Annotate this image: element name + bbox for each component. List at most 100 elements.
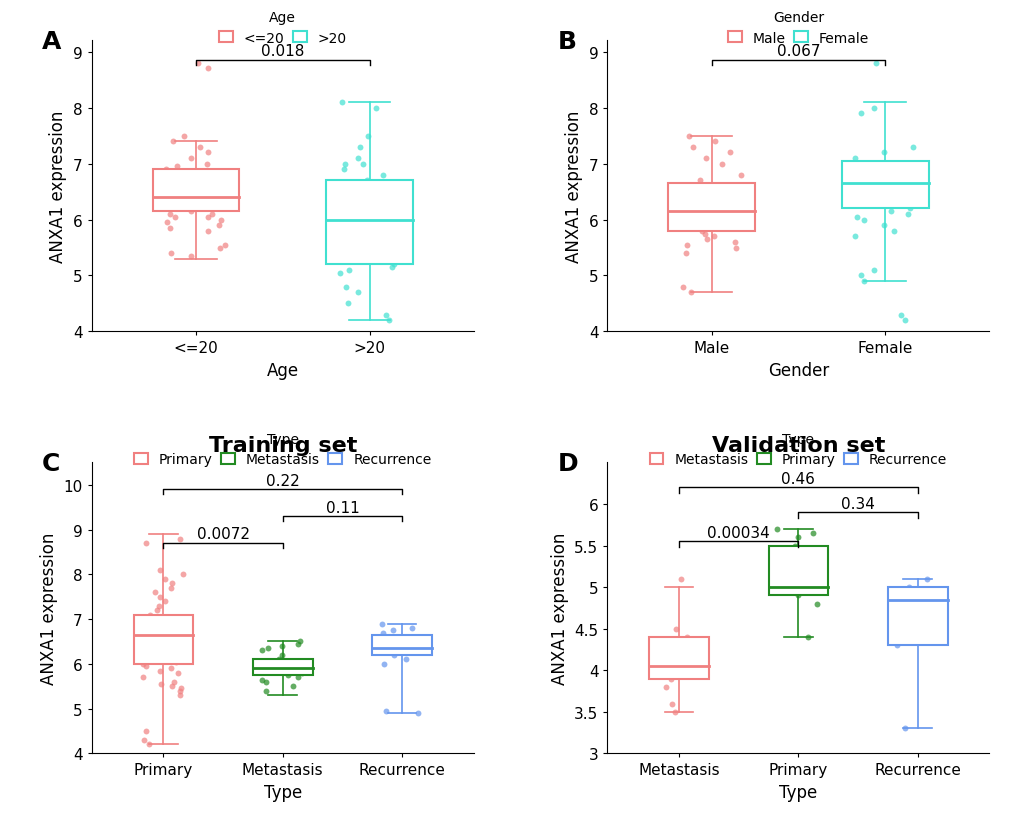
Point <box>156 203 172 216</box>
Point <box>808 597 824 610</box>
Point <box>721 147 738 160</box>
Point <box>677 248 693 261</box>
Point <box>373 617 389 630</box>
Point <box>271 653 287 667</box>
Point <box>149 604 165 617</box>
Point <box>898 185 914 199</box>
Point <box>163 248 179 261</box>
Point <box>337 158 354 171</box>
Point <box>355 158 371 171</box>
Point <box>211 219 227 233</box>
Point <box>684 141 700 154</box>
Point <box>377 309 393 322</box>
Point <box>805 527 821 540</box>
Point <box>732 169 748 182</box>
Point <box>360 130 376 143</box>
Point <box>176 617 193 630</box>
FancyBboxPatch shape <box>648 638 708 679</box>
Point <box>882 205 899 219</box>
Point <box>258 676 274 689</box>
Point <box>182 197 199 210</box>
Point <box>158 163 174 176</box>
Y-axis label: ANXA1 expression: ANXA1 expression <box>49 111 67 262</box>
Point <box>890 183 906 196</box>
FancyBboxPatch shape <box>768 546 827 595</box>
Point <box>199 211 215 224</box>
FancyBboxPatch shape <box>133 615 193 664</box>
Point <box>367 102 383 115</box>
Point <box>175 568 192 581</box>
Point <box>280 668 297 681</box>
Point <box>356 197 372 210</box>
Point <box>665 705 682 719</box>
Point <box>893 309 909 322</box>
Point <box>889 639 905 652</box>
Point <box>333 96 350 109</box>
X-axis label: Gender: Gender <box>767 362 828 379</box>
Text: 0.11: 0.11 <box>325 500 359 515</box>
Point <box>852 270 868 283</box>
Point <box>397 653 414 667</box>
Point <box>171 653 187 667</box>
Point <box>856 175 872 188</box>
Point <box>693 225 709 238</box>
Point <box>175 191 192 205</box>
Point <box>680 664 696 677</box>
Point <box>698 203 714 216</box>
Point <box>359 175 375 188</box>
Point <box>698 152 714 166</box>
Point <box>655 647 672 661</box>
Point <box>341 185 358 199</box>
Point <box>138 724 154 738</box>
Point <box>855 214 871 227</box>
Point <box>666 623 683 636</box>
Point <box>714 185 731 199</box>
Point <box>331 267 347 280</box>
Point <box>681 130 697 143</box>
FancyBboxPatch shape <box>153 170 239 212</box>
Point <box>330 208 346 221</box>
Point <box>666 656 683 669</box>
Point <box>167 211 183 224</box>
Point <box>192 141 208 154</box>
Point <box>284 680 301 693</box>
Point <box>682 286 698 300</box>
X-axis label: Type: Type <box>779 783 817 801</box>
Point <box>875 147 892 160</box>
Text: 0.34: 0.34 <box>841 496 874 511</box>
Point <box>678 219 694 233</box>
Point <box>211 175 227 188</box>
FancyBboxPatch shape <box>372 635 432 655</box>
Point <box>383 261 399 274</box>
Legend: Male, Female: Male, Female <box>727 11 868 46</box>
Point <box>152 626 168 639</box>
Point <box>799 556 815 569</box>
Point <box>375 191 391 205</box>
Point <box>788 564 804 577</box>
Point <box>169 161 185 174</box>
Point <box>200 225 216 238</box>
Point <box>182 250 199 263</box>
Point <box>209 197 225 210</box>
Point <box>850 171 866 185</box>
Point <box>714 181 731 194</box>
Point <box>350 286 366 300</box>
Point <box>352 141 368 154</box>
Point <box>171 684 187 697</box>
Point <box>360 203 376 216</box>
Point <box>142 633 158 646</box>
Point <box>261 662 277 675</box>
Point <box>901 203 917 216</box>
Point <box>284 657 301 671</box>
Point <box>678 238 694 252</box>
Point <box>789 531 805 544</box>
Point <box>904 141 920 154</box>
Point <box>260 642 276 655</box>
Text: 0.22: 0.22 <box>266 473 300 488</box>
Point <box>375 236 391 249</box>
Point <box>138 660 154 673</box>
Point <box>162 662 178 675</box>
Point <box>799 631 815 644</box>
Point <box>855 275 871 288</box>
Point <box>769 572 786 585</box>
